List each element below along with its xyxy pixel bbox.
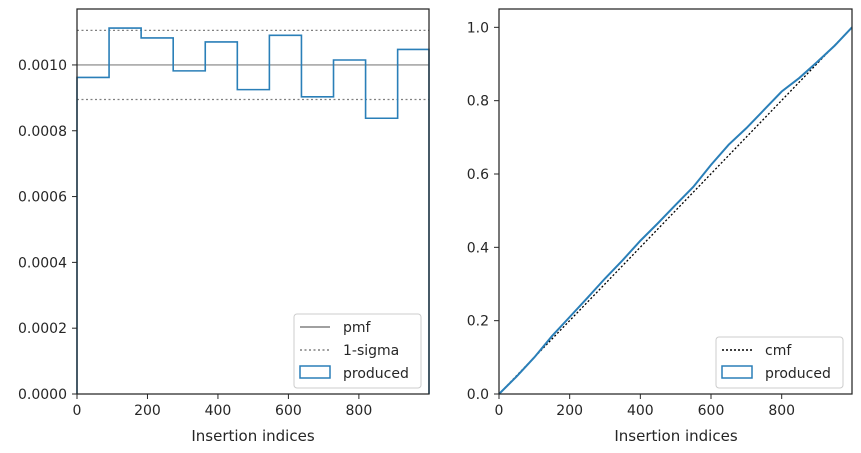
left-legend-frame xyxy=(293,313,422,389)
left-legend: pmf 1-sigma produced xyxy=(293,313,422,389)
right-y-tick-label: 0.8 xyxy=(467,94,489,110)
right-x-tick-label: 800 xyxy=(768,403,795,419)
right-x-tick-label: 400 xyxy=(627,403,654,419)
legend-produced-swatch xyxy=(721,365,753,379)
legend-1-sigma-label: 1-sigma xyxy=(343,343,399,359)
right-x-tick-label: 600 xyxy=(698,403,725,419)
legend-pmf-label: pmf xyxy=(343,320,372,336)
left-x-axis-label: Insertion indices xyxy=(191,427,314,445)
right-y-tick-label: 0.2 xyxy=(467,314,489,330)
legend-cmf-label: cmf xyxy=(765,343,792,359)
right-y-tick-label: 0.4 xyxy=(467,240,489,256)
left-plot-panel: 0 200 400 600 800 0.0000 0.0002 0.0004 0.0006 0.0… xyxy=(18,8,430,445)
left-x-tick-label: 0 xyxy=(73,403,82,419)
left-y-tick-label: 0.0010 xyxy=(18,58,67,74)
left-y-tick-label: 0.0002 xyxy=(18,321,67,337)
left-x-tick-label: 800 xyxy=(346,403,373,419)
legend-produced-label: produced xyxy=(765,366,831,382)
left-plot-content xyxy=(76,27,430,394)
right-y-tick-label: 0.0 xyxy=(467,387,489,403)
left-axes-frame xyxy=(76,8,430,395)
right-x-tick-label: 200 xyxy=(556,403,583,419)
produced-histogram-steps xyxy=(76,27,430,394)
right-plot-content xyxy=(498,26,853,395)
cmf-series-line xyxy=(498,26,853,395)
left-y-tick-label: 0.0004 xyxy=(18,255,67,271)
right-y-tick-label: 1.0 xyxy=(467,20,489,36)
produced-series-line xyxy=(498,26,853,395)
right-axes: 0 200 400 600 800 0.0 0.2 0.4 0.6 0.8 1.0 xyxy=(467,8,853,419)
left-y-tick-label: 0.0006 xyxy=(18,190,67,206)
left-y-tick-label: 0.0000 xyxy=(18,387,67,403)
right-axes-frame xyxy=(498,8,853,395)
right-x-tick-label: 0 xyxy=(495,403,504,419)
right-plot-panel: 0 200 400 600 800 0.0 0.2 0.4 0.6 0.8 1.0 Insertio… xyxy=(467,8,853,445)
left-x-tick-label: 400 xyxy=(205,403,232,419)
left-y-tick-label: 0.0008 xyxy=(18,124,67,140)
left-x-tick-label: 600 xyxy=(275,403,302,419)
legend-produced-label: produced xyxy=(343,366,409,382)
right-legend: cmf produced xyxy=(715,336,844,389)
right-x-axis-label: Insertion indices xyxy=(614,427,737,445)
right-y-tick-label: 0.6 xyxy=(467,167,489,183)
left-x-tick-label: 200 xyxy=(134,403,161,419)
left-axes: 0 200 400 600 800 0.0000 0.0002 0.0004 0.0006 0.0… xyxy=(18,8,430,419)
legend-produced-swatch xyxy=(299,365,331,379)
